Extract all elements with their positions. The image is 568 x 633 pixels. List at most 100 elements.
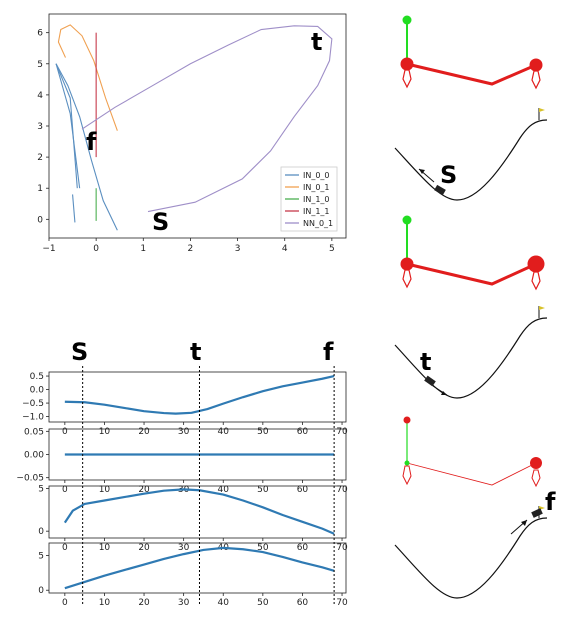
robot-3-red-links (406, 462, 537, 486)
phase-plot: −1 0 1 2 3 4 5 0 1 2 3 4 5 6 IN_0_0 IN_0_1 IN_1_0 IN_… (37, 13, 347, 254)
series-line-in-0-0 (55, 63, 118, 231)
ts-x-tick-label: 60 (297, 427, 309, 437)
label-s-right: S (440, 161, 457, 189)
ts-x-tick-label: 60 (297, 485, 309, 495)
ts-x-tick-label: 60 (297, 598, 309, 608)
label-f-bottom: f (323, 338, 334, 366)
robot-2-right-foot (531, 271, 541, 291)
robot-illustration-1 (400, 15, 543, 90)
robot-2-green-joint (402, 215, 412, 225)
ts-x-tick-label: 40 (218, 598, 230, 608)
y-tick-label: 6 (37, 29, 43, 39)
phase-plot-ticks: −1 0 1 2 3 4 5 0 1 2 3 4 5 6 (37, 29, 334, 254)
x-tick-label: 1 (140, 244, 146, 254)
legend-label-nn-0-1: NN_0_1 (303, 219, 333, 228)
robot-1-green-joint (402, 15, 412, 25)
ts-panel-3-frame (48, 485, 347, 539)
ts-line-panel-4 (64, 546, 335, 590)
ts-panel-4-frame (48, 542, 347, 594)
y-tick-label: 4 (37, 91, 43, 101)
hill-curve-3 (394, 517, 548, 599)
legend: IN_0_0 IN_0_1 IN_1_0 IN_1_1 NN_0_1 (280, 166, 338, 232)
ts-x-tick-label: 10 (99, 485, 111, 495)
robot-3-right-joint (530, 457, 542, 469)
y-tick-label: 3 (37, 122, 43, 132)
arrow-head-1 (419, 169, 425, 174)
label-s-bottom: S (71, 338, 88, 366)
ts-x-tick-label: 40 (218, 427, 230, 437)
mountain-car-3: f (394, 488, 556, 599)
label-t-top: t (311, 28, 322, 56)
ts-y-tick-label: 0.00 (24, 451, 44, 461)
ts-x-tick-label: 20 (138, 485, 150, 495)
mountain-car-1: S (394, 108, 548, 201)
robot-1-red-links (406, 62, 537, 86)
robot-1-right-joint (529, 58, 543, 72)
flag-icon-1 (539, 108, 545, 112)
car-icon-3 (531, 508, 543, 518)
legend-label-in-0-0: IN_0_0 (303, 171, 330, 180)
series-line-branch (55, 63, 81, 189)
label-t-right: t (420, 348, 431, 376)
ts-x-tick-label: 30 (178, 427, 190, 437)
robot-1-left-foot (402, 69, 412, 89)
ts-panel-1-frame (48, 371, 347, 423)
mountain-car-2: t (394, 306, 548, 399)
y-tick-label: 0 (37, 215, 43, 225)
ts-y-tick-label: −0.05 (16, 474, 44, 484)
legend-label-in-1-0: IN_1_0 (303, 195, 330, 204)
robot-2-left-foot (402, 269, 412, 289)
robot-3-right-foot (531, 469, 541, 488)
ts-x-tick-label: 70 (336, 485, 348, 495)
x-tick-label: 5 (329, 244, 335, 254)
ts-x-tick-label: 70 (336, 427, 348, 437)
robot-1-right-foot (531, 70, 541, 90)
robot-illustration-3 (402, 416, 542, 488)
ts-x-tick-label: 70 (336, 598, 348, 608)
ts-x-tick-label: 0 (62, 543, 68, 553)
robot-illustration-2 (400, 215, 545, 291)
arrow-head-3 (521, 520, 527, 526)
y-tick-label: 2 (37, 153, 43, 163)
ts-x-tick-label: 10 (99, 543, 111, 553)
ts-dashed-markers (82, 366, 335, 606)
ts-x-tick-label: 50 (257, 543, 269, 553)
label-t-bottom: t (190, 338, 201, 366)
robot-3-top-joint (403, 416, 411, 424)
ts-x-tick-label: 10 (99, 427, 111, 437)
series-line-branch (72, 194, 76, 223)
ts-x-tick-label: 30 (178, 543, 190, 553)
robot-3-left-foot (402, 465, 412, 486)
ts-x-tick-label: 50 (257, 485, 269, 495)
ts-y-tick-label: 5 (38, 552, 44, 562)
y-tick-label: 1 (37, 184, 43, 194)
robot-2-left-joint (400, 257, 414, 271)
ts-x-tick-label: 20 (138, 427, 150, 437)
ts-y-tick-label: 5 (38, 485, 44, 495)
time-series-panels: 0.50.0−0.5−1.00 10 20 30 40 50 60 700.050.00−0.… (16, 338, 348, 608)
ts-line-panel-3 (63, 488, 335, 535)
ts-x-tick-label: 30 (178, 598, 190, 608)
ts-x-tick-label: 50 (257, 598, 269, 608)
ts-x-tick-label: 50 (257, 427, 269, 437)
ts-x-tick-label: 70 (336, 543, 348, 553)
ts-x-tick-label: 20 (138, 598, 150, 608)
label-f-top: f (86, 128, 97, 156)
y-tick-label: 5 (37, 60, 43, 70)
legend-label-in-0-1: IN_0_1 (303, 183, 330, 192)
car-icon-1 (434, 184, 446, 196)
ts-y-tick-label: −0.5 (22, 399, 44, 409)
hill-curve-1 (394, 119, 548, 201)
ts-x-tick-label: 40 (218, 485, 230, 495)
ts-x-tick-label: 0 (62, 485, 68, 495)
legend-label-in-1-1: IN_1_1 (303, 207, 330, 216)
label-s-top: S (152, 208, 169, 236)
ts-y-tick-label: 0.5 (30, 372, 44, 382)
hill-curve-2 (394, 317, 548, 399)
x-tick-label: 0 (93, 244, 99, 254)
ts-y-tick-label: −1.0 (22, 413, 44, 423)
robot-3-left-joint (404, 460, 410, 466)
ts-y-tick-label: 0 (38, 527, 44, 537)
ts-x-tick-label: 10 (99, 598, 111, 608)
